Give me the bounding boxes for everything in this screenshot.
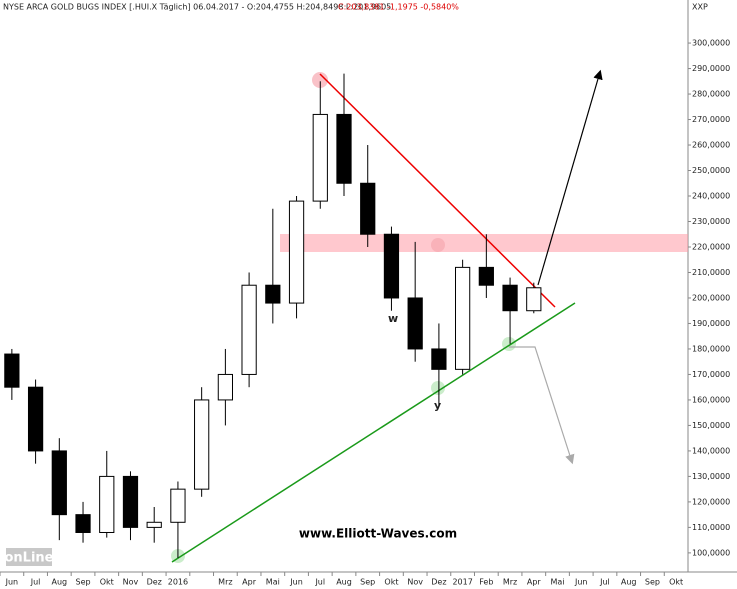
candle-body xyxy=(170,488,186,523)
candle-body xyxy=(146,521,162,528)
y-tick-label: 160,0000 xyxy=(692,395,730,404)
x-tick-label: Mai xyxy=(551,578,565,587)
candle-body xyxy=(455,266,471,370)
candle-body xyxy=(360,182,376,235)
candle-body xyxy=(383,233,400,299)
resistance-line xyxy=(319,73,556,308)
highlight xyxy=(431,238,445,252)
x-tick-label: Sep xyxy=(645,578,660,587)
x-tick-label: Apr xyxy=(527,578,542,587)
x-tick-label: Feb xyxy=(479,578,493,587)
candle-body xyxy=(502,284,518,312)
y-tick-label: 100,0000 xyxy=(692,548,730,557)
x-tick-label: Nov xyxy=(123,578,139,587)
x-tick-label: Dez xyxy=(147,578,162,587)
candle-body xyxy=(478,266,494,286)
x-tick-label: Mrz xyxy=(503,578,517,587)
x-tick-label: Aug xyxy=(336,578,352,587)
x-tick-label: Jul xyxy=(599,578,610,587)
x-tick-label: Nov xyxy=(407,578,423,587)
candle-body xyxy=(336,113,352,184)
y-tick-label: 280,0000 xyxy=(692,90,730,99)
x-tick-label: Jun xyxy=(574,578,588,587)
x-tick-label: Mai xyxy=(266,578,280,587)
highlight xyxy=(312,72,328,88)
forecast-arrow xyxy=(537,69,603,286)
x-tick-label: Aug xyxy=(51,578,67,587)
logo: onLine xyxy=(5,551,54,566)
candle-body xyxy=(265,284,281,304)
y-tick-label: 300,0000 xyxy=(692,39,730,48)
y-tick-label: 140,0000 xyxy=(692,446,730,455)
x-tick-label: 2017 xyxy=(452,578,472,587)
y-tick-label: 200,0000 xyxy=(692,293,730,302)
y-tick-label: 150,0000 xyxy=(692,421,730,430)
y-tick-label: 230,0000 xyxy=(692,217,730,226)
y-tick-label: 110,0000 xyxy=(692,523,730,532)
x-tick-label: Jun xyxy=(5,578,19,587)
candle-body xyxy=(312,113,328,202)
candle-body xyxy=(526,287,542,312)
y-tick-label: 120,0000 xyxy=(692,497,730,506)
candle-body xyxy=(217,373,233,401)
candle-body xyxy=(431,348,447,370)
header-quote: C:203,8381 -1,1975 -0,5840% xyxy=(338,3,459,12)
symbol: XXP xyxy=(692,3,708,12)
y-tick-label: 190,0000 xyxy=(692,319,730,328)
candle-body xyxy=(75,514,91,533)
x-tick-label: Okt xyxy=(384,578,398,587)
x-tick-label: Sep xyxy=(75,578,90,587)
y-tick-label: 290,0000 xyxy=(692,64,730,73)
x-tick-label: Sep xyxy=(360,578,375,587)
x-tick-label: Apr xyxy=(242,578,257,587)
candle-body xyxy=(4,353,20,388)
y-tick-label: 260,0000 xyxy=(692,141,730,150)
x-tick-label: 2016 xyxy=(168,578,188,587)
candle-body xyxy=(407,297,423,350)
x-tick-label: Dez xyxy=(431,578,446,587)
y-tick-label: 220,0000 xyxy=(692,242,730,251)
wave-label: y xyxy=(434,399,441,412)
x-tick-label: Jul xyxy=(314,578,325,587)
y-tick-label: 240,0000 xyxy=(692,192,730,201)
highlight xyxy=(431,381,445,395)
x-tick-label: Mrz xyxy=(218,578,232,587)
candle-body xyxy=(51,450,67,516)
candle-body xyxy=(27,386,44,452)
x-tick-label: Okt xyxy=(669,578,683,587)
wave-label: w xyxy=(388,312,398,325)
candle-body xyxy=(122,475,139,528)
x-tick-label: Okt xyxy=(100,578,114,587)
x-tick-label: Jul xyxy=(30,578,41,587)
watermark: www.Elliott-Waves.com xyxy=(299,527,457,541)
logo-box xyxy=(6,548,52,566)
header-title: NYSE ARCA GOLD BUGS INDEX [.HUI.X Täglic… xyxy=(3,3,391,12)
y-tick-label: 270,0000 xyxy=(692,115,730,124)
x-tick-label: Jun xyxy=(289,578,303,587)
y-tick-label: 250,0000 xyxy=(692,166,730,175)
resistance-zone xyxy=(280,234,688,252)
candle-body xyxy=(99,475,115,533)
y-tick-label: 210,0000 xyxy=(692,268,730,277)
candle-body xyxy=(241,284,257,375)
candle-body xyxy=(288,200,305,304)
y-tick-label: 130,0000 xyxy=(692,472,730,481)
y-tick-label: 180,0000 xyxy=(692,344,730,353)
y-tick-label: 170,0000 xyxy=(692,370,730,379)
x-tick-label: Aug xyxy=(621,578,637,587)
alt-forecast-arrow xyxy=(509,346,575,465)
support-line xyxy=(171,302,576,563)
candle-body xyxy=(194,399,210,490)
